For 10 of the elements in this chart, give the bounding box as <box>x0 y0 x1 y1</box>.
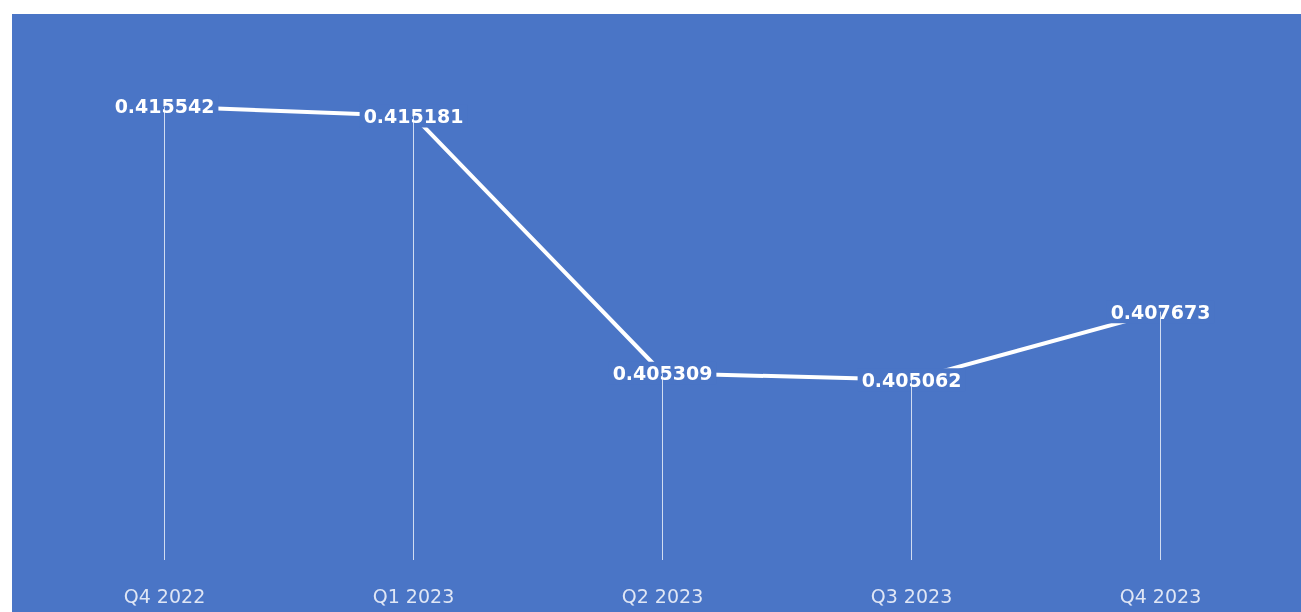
x-tick-label: Q4 2023 <box>1119 584 1202 607</box>
data-label: 0.415542 <box>114 95 215 118</box>
data-label: 0.405062 <box>861 368 962 391</box>
x-tick-label: Q4 2022 <box>123 584 206 607</box>
x-tick-label: Q1 2023 <box>372 584 455 607</box>
data-label: 0.407673 <box>1110 300 1211 323</box>
data-label: 0.415181 <box>363 104 464 127</box>
data-label: 0.405309 <box>612 362 713 385</box>
x-tick-label: Q3 2023 <box>870 584 953 607</box>
x-tick-label: Q2 2023 <box>621 584 704 607</box>
